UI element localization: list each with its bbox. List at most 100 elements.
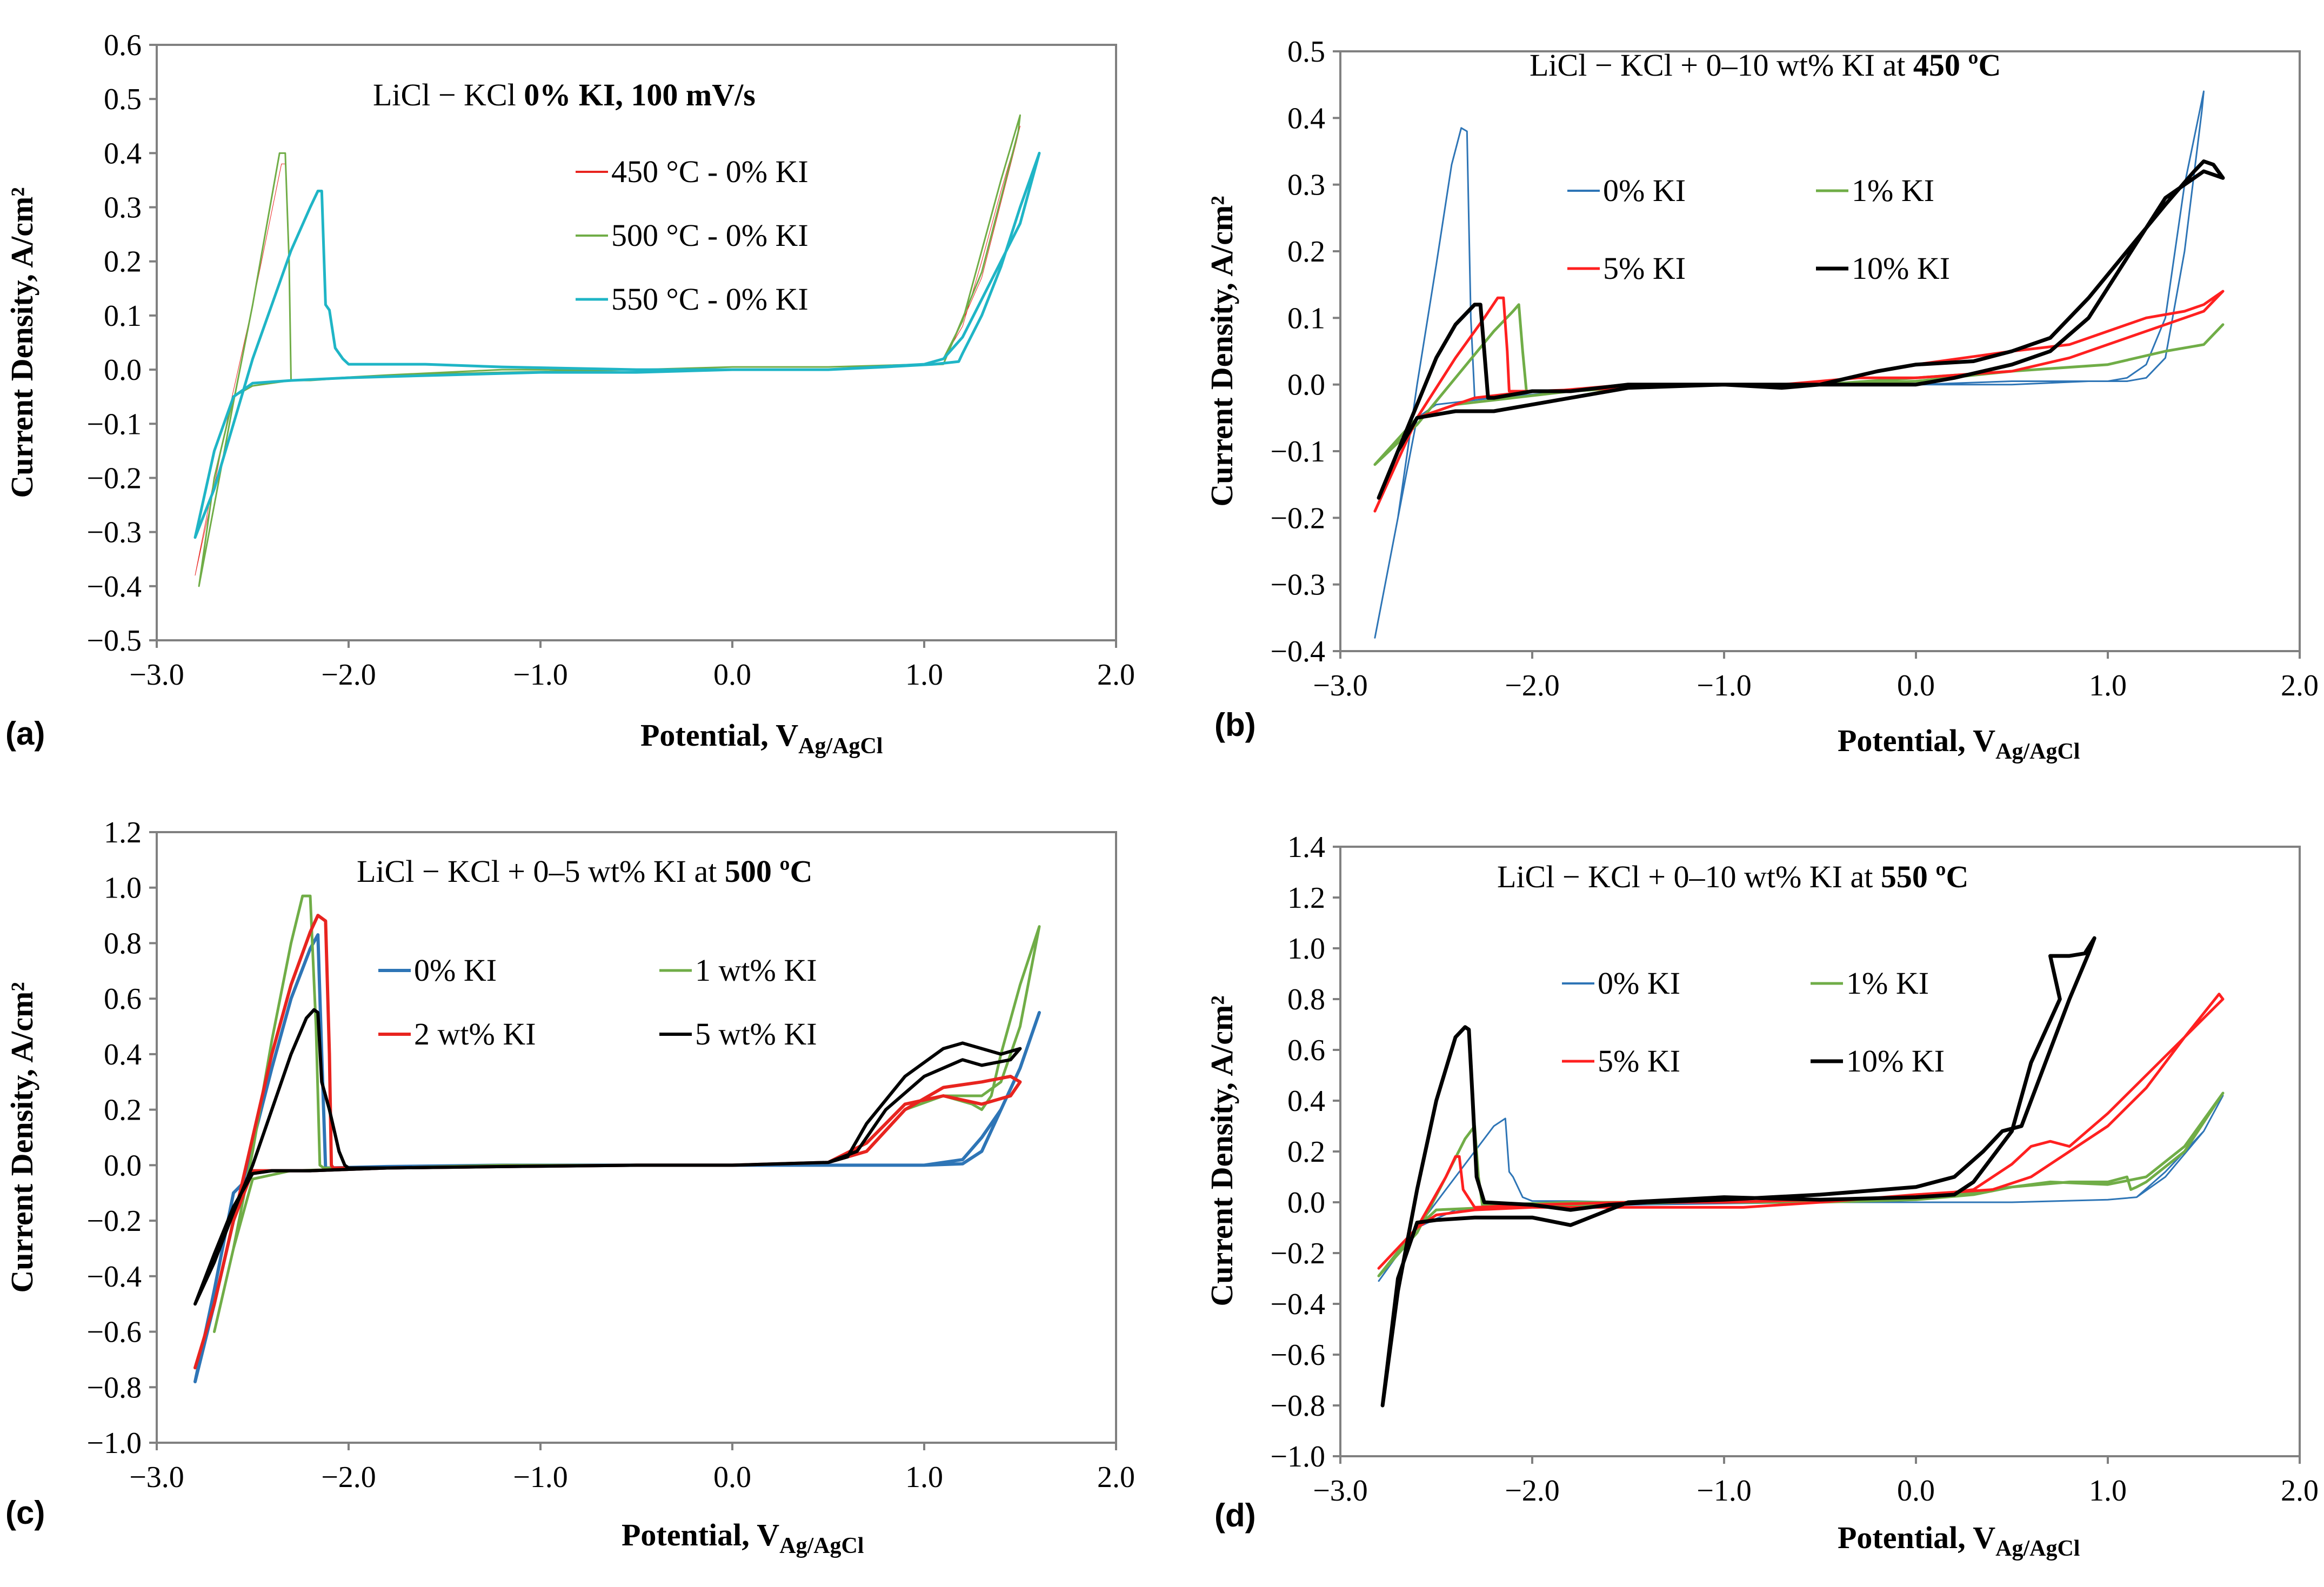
y-tick-label: 0.3 (1287, 169, 1325, 202)
y-tick-label: 1.4 (1287, 831, 1325, 864)
x-tick-label: −2.0 (321, 658, 376, 692)
series-line (1380, 936, 2096, 1408)
y-tick-label: 0.2 (1287, 1135, 1325, 1169)
plot-frame (1339, 846, 2301, 1457)
legend-label: 10% KI (1852, 251, 1950, 286)
y-tick-label: 0.0 (1287, 1186, 1325, 1220)
y-tick-label: −0.2 (1270, 1237, 1325, 1270)
panel-a: −0.5 −0.4 −0.3 −0.2 −0.1 0.0 0.1 0.2 0.3 0.4 0.5 0.… (4, 29, 1135, 759)
plot-frame (156, 831, 1117, 1444)
y-tick-label: −1.0 (1270, 1440, 1325, 1474)
x-axis-title: Potential, VAg/AgCl (1838, 723, 2080, 764)
y-tick-label: −1.0 (86, 1427, 142, 1460)
x-tick-label: −2.0 (321, 1461, 376, 1494)
x-tick-label: 1.0 (2089, 1474, 2127, 1508)
panel-label: (d) (1214, 1497, 1256, 1534)
x-tick-label: −2.0 (1505, 1474, 1560, 1508)
legend-label: 1% KI (1846, 966, 1929, 1001)
x-tick-label: 0.0 (1897, 669, 1935, 702)
y-tick-label: 1.2 (1287, 881, 1325, 915)
chart-title: LiCl − KCl + 0–5 wt% KI at 500 ºC (357, 854, 812, 889)
y-tick-label: 0.4 (104, 1038, 142, 1072)
panel-label: (c) (5, 1495, 45, 1531)
y-tick-label: −0.4 (1270, 635, 1325, 668)
series-line (193, 151, 1041, 539)
y-tick-label: −0.3 (86, 516, 142, 550)
y-tick-label: −0.8 (86, 1371, 142, 1404)
series-line (1374, 90, 2205, 639)
legend-label: 500 °C - 0% KI (611, 218, 809, 253)
y-tick-label: 0.4 (1287, 102, 1325, 135)
y-tick-label: 0.2 (104, 245, 142, 279)
y-tick-label: −0.2 (86, 1204, 142, 1238)
legend-label: 1 wt% KI (695, 953, 817, 988)
legend-label: 450 °C - 0% KI (611, 154, 809, 189)
y-tick-label: −0.4 (86, 1260, 142, 1294)
x-tick-label: −3.0 (129, 1461, 184, 1494)
chart-title-part: LiCl − KCl + 0–10 wt% KI at (1497, 859, 1881, 894)
x-tick-label: 2.0 (1097, 658, 1135, 692)
y-tick-label: 0.1 (104, 299, 142, 333)
x-tick-label: 2.0 (1097, 1461, 1135, 1494)
y-tick-label: 0.0 (104, 1149, 142, 1182)
legend-label: 0% KI (1598, 966, 1680, 1001)
y-axis-title: Current Density, A/cm² (4, 982, 39, 1293)
x-axis-title: Potential, VAg/AgCl (1838, 1520, 2080, 1561)
x-tick-label: 1.0 (2089, 669, 2127, 702)
chart-title-part: LiCl − KCl (373, 77, 524, 112)
y-tick-label: −0.6 (1270, 1338, 1325, 1372)
y-tick-label: −0.1 (86, 407, 142, 441)
y-tick-label: −0.3 (1270, 568, 1325, 602)
x-tick-label: −1.0 (513, 1461, 568, 1494)
x-tick-label: −2.0 (1505, 669, 1560, 702)
x-tick-label: 2.0 (2281, 669, 2319, 702)
x-axis-title-subscript: Ag/AgCl (798, 734, 883, 759)
panel-c: −1.0 −0.8 −0.6 −0.4 −0.2 0.0 0.2 0.4 0.6 0.8 1.0 1.… (4, 816, 1135, 1558)
y-tick-label: 1.0 (104, 872, 142, 905)
legend-label: 0% KI (414, 953, 497, 988)
x-tick-label: −3.0 (1313, 1474, 1368, 1508)
plot-frame (156, 44, 1117, 641)
x-axis-title-main: Potential, V (622, 1517, 779, 1552)
y-tick-label: 0.6 (104, 982, 142, 1016)
x-tick-label: −3.0 (129, 658, 184, 692)
chart-title-part: 450 ºC (1913, 48, 2001, 83)
series-line (1377, 159, 2225, 500)
y-axis-title: Current Density, A/cm² (1204, 995, 1239, 1306)
x-axis-title-subscript: Ag/AgCl (1995, 739, 2080, 764)
y-tick-label: 0.2 (1287, 235, 1325, 269)
y-tick-label: 0.4 (104, 137, 142, 170)
chart-title: LiCl − KCl 0% KI, 100 mV/s (373, 77, 756, 112)
x-axis-title-main: Potential, V (640, 718, 798, 753)
y-tick-label: 0.3 (104, 191, 142, 225)
chart-title-part: 0% KI, 100 mV/s (524, 77, 756, 112)
legend-label: 0% KI (1603, 173, 1686, 208)
y-tick-label: 0.8 (1287, 983, 1325, 1016)
x-tick-label: 0.0 (1897, 1474, 1935, 1508)
x-axis-title-subscript: Ag/AgCl (1995, 1536, 2080, 1561)
y-tick-label: −0.4 (1270, 1288, 1325, 1321)
x-tick-label: 0.0 (713, 1461, 751, 1494)
legend-label: 10% KI (1846, 1043, 1945, 1079)
chart-title-part: LiCl − KCl + 0–10 wt% KI at (1530, 48, 1913, 83)
y-tick-label: 0.5 (1287, 35, 1325, 69)
x-tick-label: −1.0 (1697, 669, 1752, 702)
x-tick-label: 0.0 (713, 658, 751, 692)
y-tick-label: 0.1 (1287, 302, 1325, 335)
y-axis-title: Current Density, A/cm² (4, 187, 39, 498)
panel-label: (a) (5, 715, 45, 752)
y-tick-label: −0.5 (86, 624, 142, 658)
y-tick-label: −0.8 (1270, 1389, 1325, 1423)
chart-title: LiCl − KCl + 0–10 wt% KI at 450 ºC (1530, 48, 2001, 83)
x-axis-title: Potential, VAg/AgCl (640, 718, 883, 759)
legend-label: 550 °C - 0% KI (611, 282, 809, 317)
series-line (198, 114, 1021, 587)
y-tick-label: 1.2 (104, 816, 142, 849)
y-tick-label: −0.4 (86, 570, 142, 604)
x-tick-label: −1.0 (513, 658, 568, 692)
y-tick-label: 0.6 (104, 29, 142, 62)
x-tick-label: 1.0 (905, 1461, 943, 1494)
y-tick-label: −0.2 (86, 461, 142, 495)
legend-label: 5% KI (1603, 251, 1686, 286)
